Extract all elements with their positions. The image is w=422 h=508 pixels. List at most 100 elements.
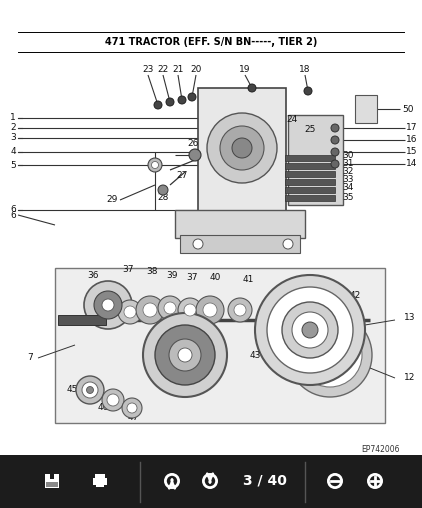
Circle shape [248,84,256,92]
Circle shape [102,389,124,411]
Circle shape [298,323,362,387]
Text: 1: 1 [10,113,16,122]
Circle shape [76,376,104,404]
Circle shape [166,98,174,106]
Text: 14: 14 [406,160,418,169]
Circle shape [164,302,176,314]
Circle shape [207,113,277,183]
Circle shape [220,126,264,170]
Text: 26: 26 [187,139,199,147]
Text: 40: 40 [209,273,221,282]
Text: 46: 46 [97,403,109,412]
Circle shape [87,387,94,394]
Bar [96,484,104,487]
Text: 4: 4 [10,147,16,156]
Text: 471 TRACTOR (EFF. S/N BN-----, TIER 2): 471 TRACTOR (EFF. S/N BN-----, TIER 2) [105,37,317,47]
Text: 2: 2 [10,123,16,133]
Text: 17: 17 [406,123,418,133]
Text: 24: 24 [287,115,298,124]
Text: 12: 12 [404,373,416,383]
Circle shape [178,348,192,362]
Bar [175,210,305,238]
Text: 27: 27 [176,171,188,179]
Text: 39: 39 [166,270,178,279]
Circle shape [331,124,339,132]
Circle shape [107,394,119,406]
Circle shape [288,313,372,397]
Circle shape [292,312,328,348]
Text: 36: 36 [87,270,99,279]
Text: 31: 31 [342,158,354,168]
Text: 43: 43 [249,351,261,360]
Circle shape [232,138,252,158]
Circle shape [94,291,122,319]
Circle shape [136,296,164,324]
Circle shape [267,287,353,373]
Bar [355,95,377,123]
Text: 6: 6 [10,206,16,214]
Text: 5: 5 [10,161,16,170]
Text: 37: 37 [186,273,198,282]
Circle shape [154,101,162,109]
Bar [0,455,422,508]
Bar [180,235,300,253]
Text: 43: 43 [169,301,181,309]
Bar [285,179,335,185]
Text: 23: 23 [142,66,154,75]
Bar [285,163,335,169]
Circle shape [193,239,203,249]
Text: 21: 21 [172,66,184,75]
Text: 35: 35 [342,193,354,202]
Text: 25: 25 [304,125,316,135]
Circle shape [143,313,227,397]
Bar [46,482,58,487]
Circle shape [122,398,142,418]
Circle shape [282,302,338,358]
Text: 16: 16 [406,136,418,144]
Circle shape [124,306,136,318]
Circle shape [189,149,201,161]
Text: 3 / 40: 3 / 40 [243,474,287,488]
Circle shape [228,298,252,322]
Text: 38: 38 [146,268,158,276]
Text: EP742006: EP742006 [362,444,400,454]
Circle shape [151,162,159,169]
Bar [93,478,107,485]
Circle shape [196,296,224,324]
Bar [50,474,54,479]
Text: 41: 41 [242,275,254,284]
Text: 45: 45 [66,386,78,395]
Text: 47: 47 [127,414,139,423]
Text: 7: 7 [27,354,33,363]
Bar [288,115,343,205]
Circle shape [82,382,98,398]
Text: 3: 3 [10,134,16,143]
Circle shape [158,296,182,320]
Circle shape [155,325,215,385]
Bar [58,315,106,325]
Text: 22: 22 [157,66,169,75]
Bar [285,171,335,177]
Circle shape [331,160,339,168]
Circle shape [102,299,114,311]
Circle shape [203,303,217,317]
Circle shape [169,339,201,371]
Bar [45,474,59,488]
Circle shape [178,96,186,104]
Circle shape [283,239,293,249]
Text: 20: 20 [190,66,202,75]
Bar [198,88,286,213]
Text: 13: 13 [404,313,416,323]
Circle shape [331,148,339,156]
Circle shape [255,275,365,385]
Text: 42: 42 [349,291,361,300]
Circle shape [178,298,202,322]
Bar [285,195,335,201]
Text: 50: 50 [402,105,414,113]
Text: 44: 44 [179,326,191,334]
Text: 28: 28 [157,193,169,202]
Circle shape [304,87,312,95]
Circle shape [158,185,168,195]
Text: 15: 15 [406,147,418,156]
Text: 18: 18 [299,66,311,75]
